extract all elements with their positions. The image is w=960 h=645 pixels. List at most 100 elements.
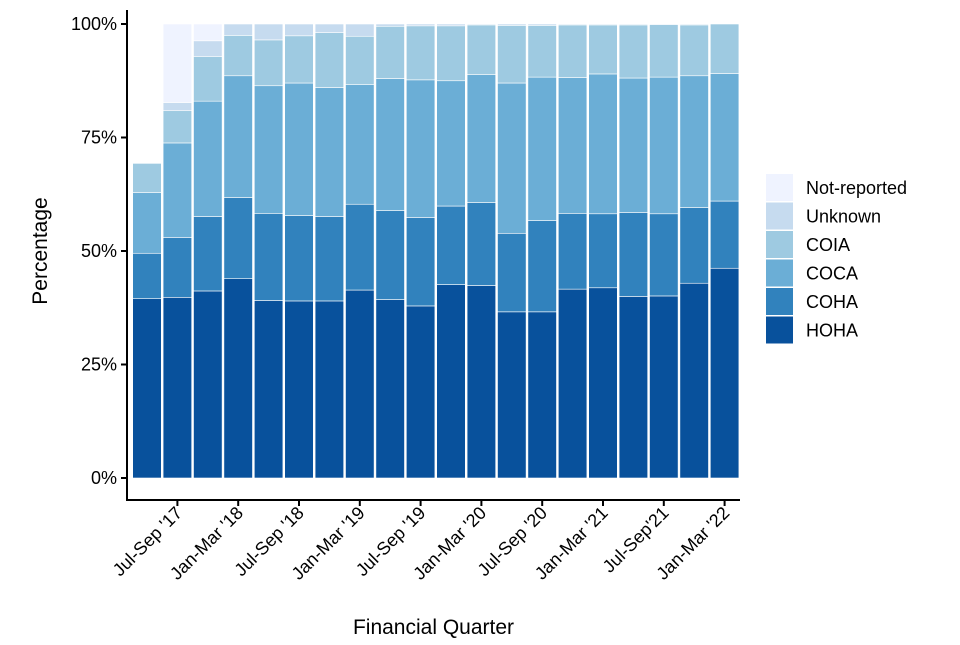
bar-segment [376, 211, 405, 300]
bar-segment [376, 78, 405, 210]
bar-segment [194, 24, 223, 41]
bar-segment [194, 291, 223, 478]
legend-item: Unknown [766, 203, 881, 230]
legend-label: COIA [806, 235, 850, 255]
bar-segment [346, 36, 375, 84]
legend-item: Not-reported [766, 174, 907, 201]
bar-segment [467, 24, 496, 25]
legend-item: COHA [766, 288, 858, 315]
bar-segment [680, 76, 709, 208]
legend-swatch [766, 174, 793, 201]
bar-stack [224, 24, 253, 478]
bar-segment [194, 41, 223, 57]
bar-segment [710, 268, 739, 478]
bar-stack [589, 24, 618, 478]
bar-segment [558, 24, 587, 25]
bar-segment [589, 74, 618, 214]
legend-label: COHA [806, 292, 858, 312]
bar-segment [254, 300, 283, 478]
bar-segment [558, 25, 587, 78]
bar-segment [163, 297, 192, 478]
bar-segment [285, 216, 314, 301]
bar-segment [528, 25, 557, 77]
bar-stack [163, 24, 192, 478]
bar-segment [315, 217, 344, 301]
bar-segment [467, 74, 496, 202]
legend-item: HOHA [766, 317, 858, 344]
bar-stack [498, 24, 527, 478]
bar-segment [254, 24, 283, 40]
bar-segment [467, 286, 496, 479]
bar-segment [133, 253, 162, 298]
bar-stack [315, 24, 344, 478]
bar-stack [650, 24, 679, 478]
bar-stack [406, 24, 435, 478]
bar-segment [589, 25, 618, 74]
bar-stack [254, 24, 283, 478]
y-axis-ticks: 0%25%50%75%100% [71, 14, 127, 488]
bar-segment [650, 77, 679, 214]
bar-segment [376, 300, 405, 478]
bar-stack [680, 24, 709, 478]
bar-segment [194, 217, 223, 291]
bar-segment [406, 217, 435, 306]
legend-swatch [766, 203, 793, 230]
bar-segment [619, 212, 648, 296]
legend-swatch [766, 288, 793, 315]
bar-segment [437, 81, 466, 206]
bar-stack [346, 24, 375, 478]
bar-segment [619, 296, 648, 478]
bar-segment [680, 25, 709, 76]
bar-segment [528, 77, 557, 220]
bar-segment [498, 233, 527, 312]
bar-stack [710, 24, 739, 478]
legend-swatch [766, 231, 793, 258]
bar-stack [376, 24, 405, 478]
bar-stack [133, 163, 162, 478]
bar-segment [680, 283, 709, 478]
bar-segment [285, 83, 314, 216]
bar-segment [224, 24, 253, 35]
legend-swatch [766, 260, 793, 287]
bar-segment [315, 88, 344, 217]
bar-segment [315, 33, 344, 88]
bar-segment [406, 306, 435, 478]
bar-segment [528, 221, 557, 312]
bar-segment [254, 213, 283, 300]
bar-segment [589, 24, 618, 25]
bar-segment [498, 83, 527, 233]
bar-segment [163, 237, 192, 297]
bar-segment [224, 197, 253, 278]
bar-segment [710, 73, 739, 201]
bar-segment [376, 26, 405, 78]
bar-segment [315, 24, 344, 33]
y-tick-label: 75% [81, 128, 117, 148]
bar-segment [528, 24, 557, 25]
bar-segment [558, 213, 587, 289]
bar-segment [406, 24, 435, 26]
bar-stack [285, 24, 314, 478]
bar-segment [650, 24, 679, 77]
bar-stack [619, 24, 648, 478]
bar-segment [194, 101, 223, 216]
bar-segment [680, 24, 709, 25]
y-tick-label: 100% [71, 14, 117, 34]
bar-segment [498, 24, 527, 25]
bar-segment [619, 78, 648, 212]
bar-segment [224, 35, 253, 75]
y-tick-label: 25% [81, 355, 117, 375]
bar-segment [498, 312, 527, 478]
bar-segment [589, 214, 618, 288]
bar-segment [558, 78, 587, 214]
bar-segment [710, 24, 739, 73]
bar-segment [254, 40, 283, 86]
bar-segment [619, 24, 648, 25]
bar-segment [437, 206, 466, 285]
bar-stack [558, 24, 587, 478]
y-axis-title: Percentage [29, 197, 52, 304]
bar-segment [467, 202, 496, 285]
bar-segment [406, 80, 435, 218]
